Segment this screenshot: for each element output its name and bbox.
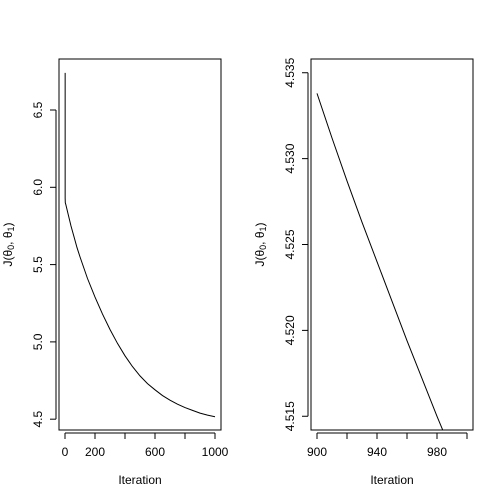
y-tick-label: 5.5: [31, 256, 45, 273]
y-tick-label: 4.530: [283, 143, 297, 173]
y-axis-title: J(θ0, θ1): [253, 222, 268, 266]
y-tick-label: 5.0: [31, 333, 45, 350]
cost-series-line: [64, 72, 216, 418]
x-axis-title: Iteration: [370, 473, 413, 487]
x-tick-label: 200: [85, 445, 105, 459]
left-chart-panel: 0 200 600 1000 4.5 5.0 5.5 6.0 6.5 Iteration J(θ0,…: [1, 58, 229, 487]
y-tick-label: 4.520: [283, 315, 297, 345]
plot-frame: [58, 58, 222, 431]
x-tick-label: 980: [427, 445, 447, 459]
y-axis-title: J(θ0, θ1): [1, 222, 16, 266]
x-tick-label: 940: [367, 445, 387, 459]
x-tick-label: 600: [145, 445, 165, 459]
y-tick-label: 4.515: [283, 401, 297, 431]
right-chart-panel: 900 940 980 4.515 4.520 4.525 4.530 4.535 Iterat…: [253, 57, 474, 487]
x-tick-label: 900: [307, 445, 327, 459]
plot-frame: [310, 58, 474, 431]
x-tick-label: 0: [62, 445, 69, 459]
x-tick-label: 1000: [202, 445, 229, 459]
y-tick-label: 4.525: [283, 229, 297, 259]
y-tick-label: 4.5: [31, 411, 45, 428]
y-tick-label: 4.535: [283, 57, 297, 87]
y-tick-label: 6.0: [31, 179, 45, 196]
x-axis-title: Iteration: [118, 473, 161, 487]
y-tick-label: 6.5: [31, 101, 45, 118]
cost-series-line: [316, 93, 444, 430]
